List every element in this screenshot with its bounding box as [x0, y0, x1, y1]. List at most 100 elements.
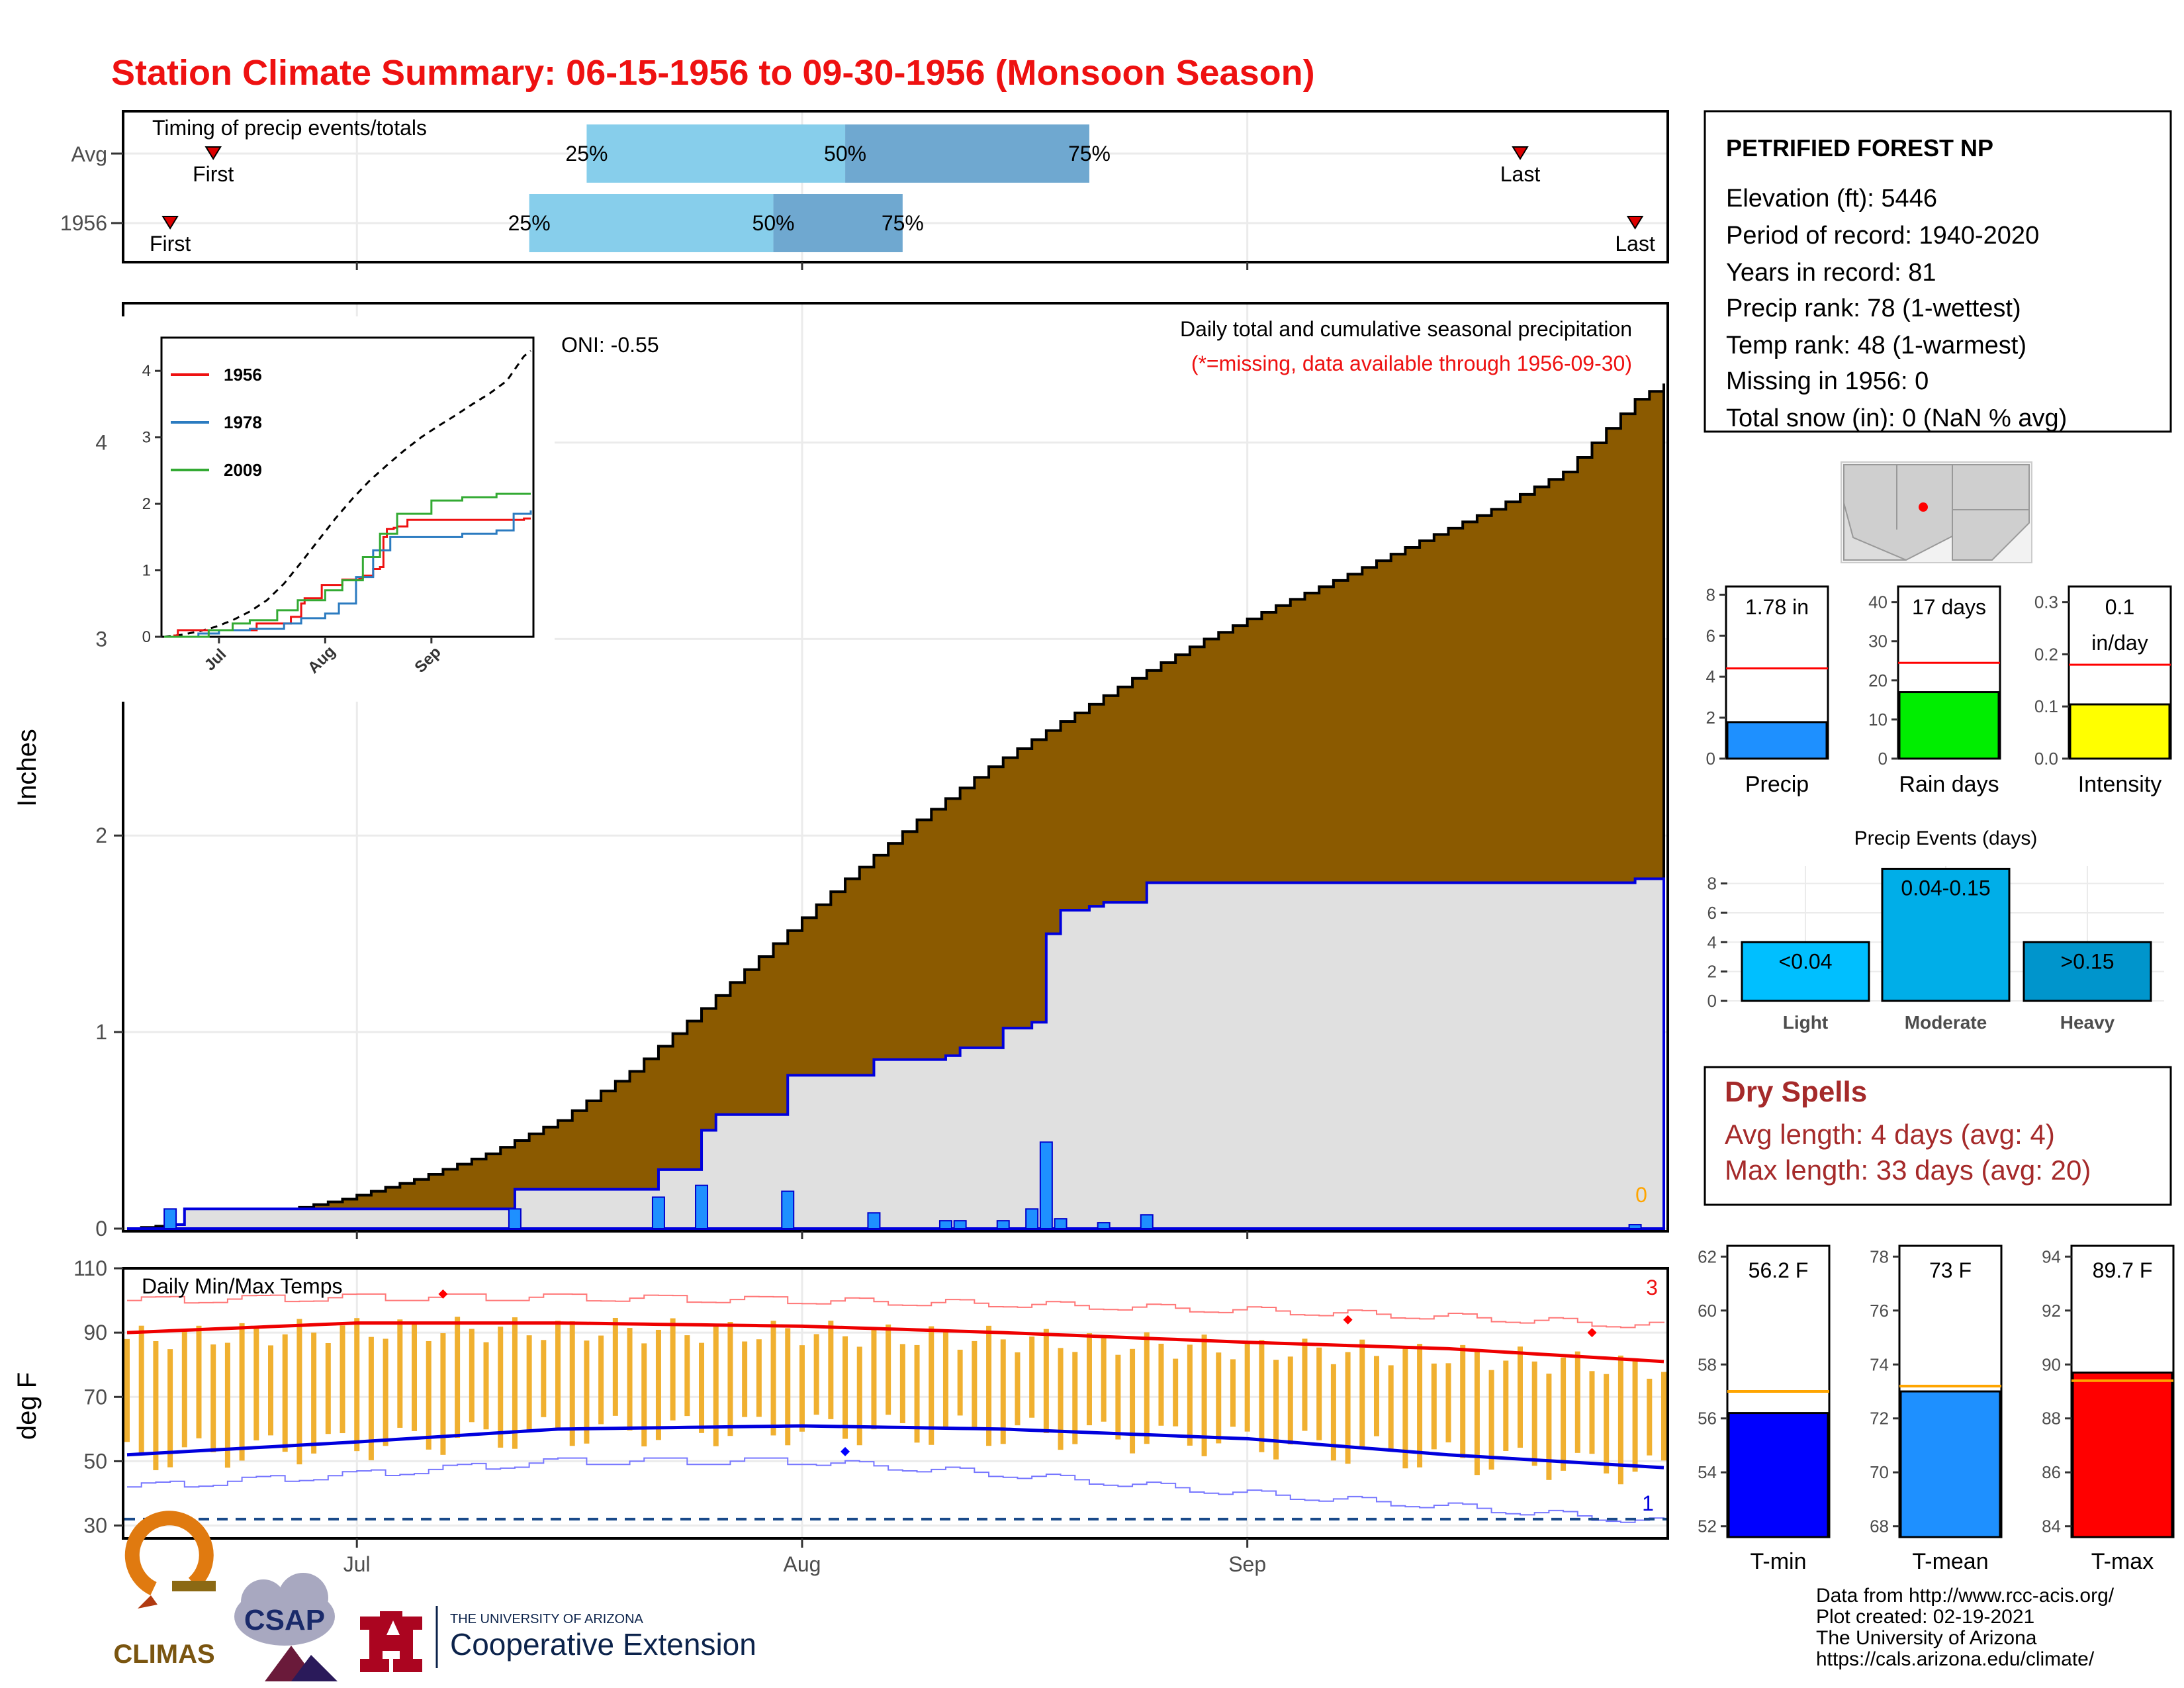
temp-summary-y-tick: 56 — [1698, 1409, 1717, 1429]
daily-temp-bar — [842, 1336, 848, 1439]
temp-summary-y-tick: 68 — [1870, 1517, 1889, 1536]
temp-summary-bar — [2071, 1371, 2173, 1538]
daily-temp-bar — [1287, 1356, 1293, 1445]
summary-y-tick: 0 — [1706, 749, 1715, 769]
daily-temp-bar — [1531, 1361, 1537, 1466]
precip-y-tick: 1 — [95, 1020, 107, 1044]
daily-temp-bar — [1647, 1378, 1653, 1456]
daily-temp-bar — [1158, 1343, 1164, 1426]
daily-temp-bar — [598, 1335, 604, 1425]
daily-temp-bar — [268, 1345, 274, 1436]
daily-temp-bar — [1043, 1329, 1049, 1434]
q25-label: 25% — [565, 142, 608, 165]
quartile-bar-25-50 — [586, 124, 846, 183]
daily-precip-bar — [1628, 1224, 1642, 1230]
dry-spells-avg: Avg length: 4 days (avg: 4) — [1725, 1119, 2055, 1150]
temp-panel: Daily Min/Max Temps deg F 3 1 110 90 70 50 3… — [13, 1231, 1669, 1576]
credit-line: Plot created: 02-19-2021 — [1816, 1606, 2034, 1628]
daily-temp-bar — [914, 1344, 920, 1443]
daily-temp-bar — [397, 1319, 403, 1428]
climas-logo: CLIMAS — [113, 1511, 216, 1669]
temp-summary-y-tick: 76 — [1870, 1301, 1889, 1321]
summary-value-label: 17 days — [1912, 595, 1986, 619]
daily-temp-bar — [799, 1345, 805, 1432]
daily-temp-bar — [1216, 1352, 1222, 1444]
daily-temp-bar — [1072, 1352, 1078, 1444]
daily-temp-bar — [655, 1329, 661, 1440]
temp-summary-y-tick: 88 — [2042, 1409, 2061, 1429]
missing-count: 0 — [1635, 1183, 1647, 1207]
events-bar — [1881, 867, 2011, 1002]
station-line: Period of record: 1940-2020 — [1726, 222, 2039, 250]
daily-temp-bar — [541, 1340, 547, 1417]
oni-label: ONI: -0.55 — [561, 333, 659, 357]
temp-summary-y-tick: 70 — [1870, 1462, 1889, 1482]
daily-temp-bar — [498, 1327, 504, 1448]
temp-summary-y-tick: 74 — [1870, 1354, 1889, 1374]
precip-ylabel: Inches — [13, 729, 42, 807]
record-low-count: 1 — [1642, 1491, 1654, 1515]
credit-line: The University of Arizona — [1816, 1627, 2037, 1649]
summary-y-tick: 2 — [1706, 708, 1715, 727]
daily-temp-bar — [1402, 1347, 1408, 1469]
daily-temp-bar — [1273, 1360, 1279, 1460]
daily-temp-bar — [1617, 1355, 1623, 1485]
last-marker — [1512, 146, 1529, 160]
inset-y-tick: 4 — [142, 362, 151, 380]
daily-temp-bar — [167, 1349, 173, 1468]
summary-label: Intensity — [2078, 772, 2162, 797]
daily-temp-bar — [455, 1317, 461, 1438]
daily-precip-bar — [508, 1208, 522, 1230]
precip-y-tick: 3 — [95, 627, 107, 651]
station-line: Total snow (in): 0 (NaN % avg) — [1726, 404, 2067, 432]
daily-temp-bar — [684, 1335, 690, 1417]
daily-temp-bar — [440, 1333, 446, 1455]
daily-precip-bar — [163, 1208, 177, 1230]
temp-summary-y-tick: 90 — [2042, 1354, 2061, 1374]
university-logo: THE UNIVERSITY OF ARIZONA Cooperative Ex… — [360, 1606, 756, 1672]
daily-temp-bar — [770, 1321, 776, 1436]
events-bar-label: 0.04-0.15 — [1901, 876, 1990, 900]
daily-temp-bar — [1359, 1339, 1365, 1447]
daily-temp-bar — [512, 1317, 518, 1449]
daily-temp-bar — [1574, 1351, 1580, 1453]
timing-caption: Timing of precip events/totals — [152, 116, 427, 140]
summary-y-tick: 20 — [1868, 671, 1888, 690]
date-x-tick: Aug — [783, 1552, 821, 1576]
locator-map — [1841, 461, 2032, 563]
daily-temp-bar — [1661, 1372, 1666, 1461]
daily-temp-bar — [1029, 1336, 1035, 1418]
daily-temp-bar — [426, 1340, 432, 1450]
daily-temp-bar — [785, 1328, 791, 1446]
events-y-tick: 4 — [1707, 932, 1717, 952]
dry-spells-box: Dry Spells Avg length: 4 days (avg: 4) M… — [1704, 1066, 2172, 1206]
daily-temp-bar — [1460, 1344, 1466, 1458]
daily-temp-bar — [311, 1333, 317, 1454]
temp-ylabel: deg F — [13, 1372, 42, 1440]
daily-precip-bar — [867, 1212, 881, 1230]
daily-temp-bar — [1561, 1357, 1567, 1471]
daily-temp-bar — [1431, 1363, 1437, 1450]
daily-temp-bar — [1130, 1348, 1136, 1454]
dry-spells-title: Dry Spells — [1725, 1076, 1867, 1108]
temp-summary-label: T-max — [2091, 1549, 2154, 1574]
daily-temp-bar — [325, 1342, 331, 1434]
ua-line2: Cooperative Extension — [450, 1627, 756, 1662]
credit-line: Data from http://www.rcc-acis.org/ — [1816, 1585, 2115, 1607]
temp-summary-y-tick: 94 — [2042, 1246, 2061, 1266]
record-high-marker — [1587, 1328, 1597, 1338]
daily-temp-bar — [526, 1335, 532, 1430]
temp-summary-y-tick: 60 — [1698, 1301, 1717, 1321]
csap-text: CSAP — [244, 1604, 325, 1636]
first-marker-label: First — [150, 232, 191, 256]
events-bar — [1741, 941, 1870, 1002]
daily-temp-bar — [899, 1344, 905, 1423]
ua-line1: THE UNIVERSITY OF ARIZONA — [450, 1612, 644, 1626]
daily-temp-bar — [1302, 1338, 1308, 1431]
year-cumulative-area — [127, 877, 1665, 1230]
record-low-marker — [841, 1446, 850, 1456]
summary-y-tick: 0.2 — [2034, 644, 2058, 664]
missing-note: (*=missing, data available through 1956-… — [1191, 352, 1632, 375]
climas-text: CLIMAS — [113, 1640, 214, 1669]
